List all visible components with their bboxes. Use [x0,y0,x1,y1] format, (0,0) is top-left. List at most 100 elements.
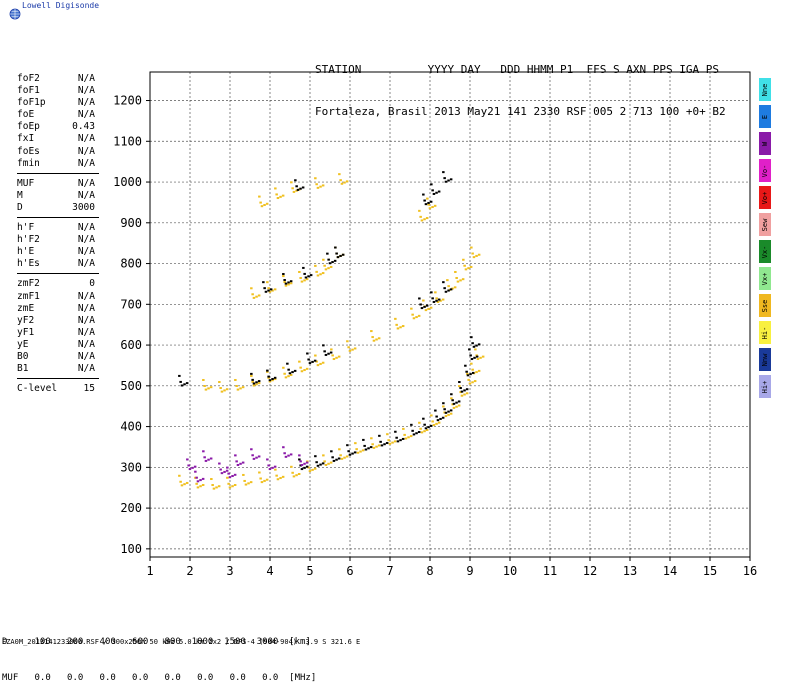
echo-point [226,476,229,479]
echo-point [195,476,198,479]
echo-point [295,185,298,188]
echo-point [282,275,285,278]
echo-point [311,468,314,471]
param-value: N/A [77,222,95,234]
echo-point [186,458,189,461]
echo-point [227,482,230,485]
echo-point [395,323,398,326]
echo-point [303,466,306,469]
echo-point [250,448,253,451]
param-row: B0 N/A [17,351,99,363]
echo-point [258,195,261,198]
echo-point [383,443,386,446]
echo-point [298,270,301,273]
echo-point [437,190,441,193]
echo-point [336,256,340,259]
echo-point [465,388,469,391]
echo-point [427,426,430,429]
legend-label: W [761,141,769,146]
param-row: yF1 N/A [17,327,99,339]
echo-point [303,279,306,282]
echo-point [266,369,269,372]
echo-point [328,262,332,265]
echo-point [196,486,200,489]
echo-point [275,474,278,477]
echo-point [185,481,189,484]
echo-point [321,361,325,364]
echo-point [287,375,290,378]
echo-point [404,437,408,440]
y-tick-label: 900 [120,216,142,230]
echo-point [315,360,318,363]
echo-point [247,482,250,485]
echo-point [295,474,298,477]
echo-point [281,194,285,197]
echo-point [287,281,290,284]
echo-point [251,378,254,381]
echo-point [314,455,317,458]
echo-point [471,371,475,374]
y-tick-label: 600 [120,338,142,352]
echo-point [305,278,309,281]
echo-point [362,438,365,441]
echo-point [375,445,378,448]
echo-point [463,393,466,396]
param-row: MUF N/A [17,178,99,190]
echo-point [294,179,297,182]
echo-point [449,288,453,291]
echo-point [453,286,457,289]
echo-point [444,180,448,183]
echo-point [299,276,302,279]
echo-point [290,465,293,468]
echo-point [385,442,389,445]
echo-point [267,376,270,379]
distance-row: D 100 200 400 600 800 1000 1500 3000 [km… [2,637,311,647]
echo-point [346,444,349,447]
echo-point [265,202,269,205]
param-row: foF1 N/A [17,85,99,97]
echo-point [255,381,258,384]
echo-point [311,360,314,363]
echo-point [474,348,477,351]
legend-label: Nnw [761,353,769,366]
echo-point [330,348,333,351]
y-tick-label: 1000 [113,175,142,189]
echo-point [452,402,456,405]
echo-point [450,397,453,400]
echo-point [322,258,325,261]
echo-point [364,448,368,451]
param-name: yF1 [17,326,35,338]
echo-point [266,370,269,373]
echo-point [321,462,325,465]
echo-point [302,266,305,269]
echo-point [193,465,197,468]
echo-point [291,371,294,374]
echo-point [293,369,297,372]
echo-point [286,362,289,365]
x-tick-label: 12 [583,564,597,578]
y-tick-label: 700 [120,297,142,311]
echo-point [369,446,373,449]
echo-point [300,280,304,283]
echo-point [225,388,229,391]
echo-point [227,472,230,475]
echo-point [429,200,433,203]
echo-point [434,291,437,294]
echo-point [327,258,330,261]
echo-point [179,480,182,483]
param-row: fmin N/A [17,158,99,170]
echo-point [411,429,414,432]
echo-point [424,203,428,206]
echo-point [284,455,288,458]
echo-point [394,430,397,433]
echo-point [455,405,458,408]
legend-swatch: Vx- [759,240,771,263]
echo-point [450,393,453,396]
echo-point [307,275,310,278]
echo-point [236,463,240,466]
echo-point [303,272,306,275]
echo-point [338,448,341,451]
file-info: FZA0M_2013141233000.RSF / 300x256h 50 kH… [2,638,361,646]
echo-point [425,304,429,307]
echo-point [257,382,261,385]
